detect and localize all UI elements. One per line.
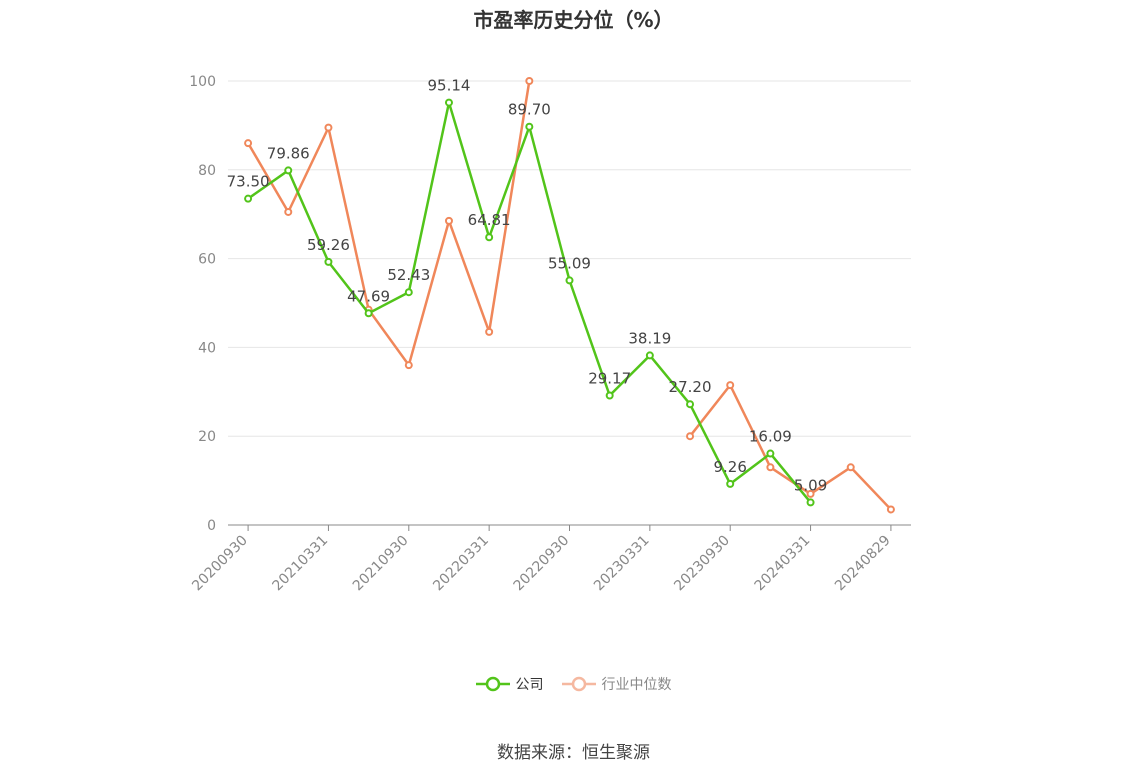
data-point-company	[686, 400, 695, 409]
legend-label-company: 公司	[515, 677, 544, 693]
x-tick-label: 20210930	[350, 533, 412, 595]
data-point-company	[525, 122, 534, 131]
data-label: 16.09	[749, 428, 792, 446]
data-label: 64.81	[468, 211, 511, 229]
data-point-industry-median	[525, 77, 534, 85]
legend: 公司 行业中位数	[0, 674, 1147, 694]
data-label: 47.69	[347, 287, 390, 305]
data-point-industry-median	[404, 361, 413, 370]
y-tick-label: 40	[198, 340, 216, 356]
x-tick-label: 20240331	[752, 533, 814, 595]
data-label: 79.86	[267, 144, 310, 162]
chart-title: 市盈率历史分位（%）	[473, 8, 674, 32]
data-point-industry-median	[686, 432, 695, 441]
data-point-industry-median	[244, 139, 253, 148]
x-tick-label: 20230331	[591, 533, 653, 595]
x-tick-label: 20200930	[189, 533, 251, 595]
data-point-company	[766, 449, 775, 458]
series-line-company	[247, 101, 812, 504]
data-point-company	[324, 257, 333, 266]
legend-line-icon	[561, 676, 596, 692]
data-point-industry-median	[806, 489, 815, 498]
data-point-company	[284, 166, 293, 175]
data-point-industry-median	[444, 216, 453, 225]
y-tick-label: 100	[189, 74, 216, 90]
data-point-industry-median	[886, 505, 895, 514]
data-point-industry-median	[846, 463, 855, 472]
series-line-industry-median	[247, 80, 892, 511]
data-label: 38.19	[628, 329, 671, 347]
data-point-company	[485, 233, 494, 242]
data-label: 5.09	[794, 476, 827, 494]
data-point-company	[364, 309, 373, 318]
y-tick-label: 60	[198, 252, 216, 268]
data-point-industry-median	[726, 381, 735, 390]
legend-label-industry-median: 行业中位数	[601, 677, 672, 693]
x-tick-label: 20220331	[430, 533, 492, 595]
x-tick-label: 20210331	[270, 533, 332, 595]
data-label: 27.20	[669, 378, 712, 396]
data-label: 59.26	[307, 236, 350, 254]
data-label: 52.43	[387, 266, 430, 284]
data-point-industry-median	[766, 463, 775, 472]
data-label: 9.26	[714, 458, 747, 476]
data-point-company	[444, 98, 453, 107]
legend-item-industry-median[interactable]: 行业中位数	[561, 674, 672, 694]
y-tick-label: 80	[198, 163, 216, 179]
data-point-company	[605, 391, 614, 400]
data-label: 55.09	[548, 254, 591, 272]
data-label: 73.50	[227, 173, 270, 191]
x-tick-label: 20230930	[671, 533, 733, 595]
legend-item-company[interactable]: 公司	[475, 674, 544, 694]
data-point-company	[565, 276, 574, 285]
data-point-company	[404, 288, 413, 297]
data-label: 29.17	[588, 369, 631, 387]
y-tick-label: 20	[198, 429, 216, 445]
y-tick-label: 0	[207, 518, 216, 534]
x-tick-label: 20220930	[511, 533, 573, 595]
x-tick-label: 20240829	[832, 533, 894, 595]
data-point-industry-median	[324, 123, 333, 132]
data-point-company	[244, 194, 253, 203]
data-label: 95.14	[427, 77, 470, 95]
data-point-company	[806, 498, 815, 507]
data-source: 数据来源：恒生聚源	[497, 743, 650, 763]
data-label: 89.70	[508, 101, 551, 119]
data-point-company	[726, 479, 735, 488]
legend-line-icon	[475, 676, 510, 692]
data-point-industry-median	[485, 327, 494, 336]
data-point-company	[645, 351, 654, 360]
data-point-industry-median	[284, 207, 293, 216]
